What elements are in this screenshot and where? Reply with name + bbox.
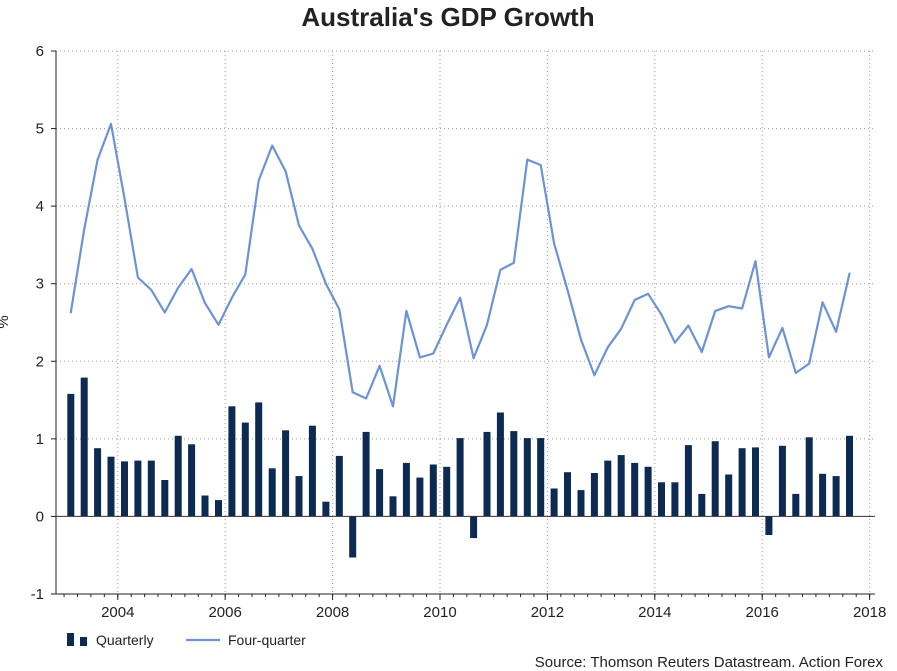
- legend-quarterly-swatch-1: [67, 633, 74, 646]
- legend-four-quarter-label: Four-quarter: [228, 632, 306, 648]
- bar-2003Q3: [67, 393, 75, 517]
- bar-2011Q1: [470, 516, 478, 539]
- bar-2008Q3: [335, 455, 343, 517]
- bar-2013Q1: [577, 490, 585, 517]
- bar-2014Q2: [644, 466, 652, 517]
- x-tick-label-4: 2012: [531, 604, 564, 621]
- y-tick-labels: -1 0 1 2 3 4 5 6: [31, 43, 44, 603]
- bar-2007Q4: [295, 476, 303, 517]
- x-tick-labels: 2004 2006 2008 2010 2012 2014 2016 2018: [101, 604, 886, 621]
- bar-2011Q4: [510, 431, 518, 517]
- y-tick-label-6: 5: [36, 121, 44, 138]
- legend: Quarterly Four-quarter: [67, 632, 306, 648]
- bar-2013Q3: [604, 460, 612, 517]
- x-tick-label-2: 2008: [316, 604, 349, 621]
- bar-2006Q1: [201, 495, 209, 517]
- x-tick-label-7: 2018: [853, 604, 886, 621]
- bar-2006Q3: [228, 406, 236, 517]
- y-axis-label: %: [0, 315, 12, 328]
- bar-2010Q1: [416, 477, 424, 517]
- bar-2016Q3: [765, 516, 773, 535]
- bar-2004Q1: [94, 448, 102, 517]
- y-tick-label-3: 2: [36, 353, 44, 370]
- x-tick-label-6: 2016: [746, 604, 779, 621]
- four-quarter-line: [69, 122, 851, 408]
- bar-2009Q1: [362, 431, 370, 517]
- y-tick-label-4: 3: [36, 276, 44, 293]
- source-note: Source: Thomson Reuters Datastream. Acti…: [535, 654, 884, 671]
- x-tick-label-0: 2004: [101, 604, 134, 621]
- bar-2015Q2: [698, 493, 706, 517]
- bar-2014Q1: [631, 462, 639, 517]
- legend-quarterly-label: Quarterly: [96, 632, 154, 648]
- bar-2017Q1: [792, 493, 800, 517]
- bar-2012Q2: [537, 438, 545, 517]
- bar-2009Q4: [402, 462, 410, 517]
- bar-2004Q4: [134, 460, 142, 517]
- y-tick-label-2: 1: [36, 431, 44, 448]
- bar-2007Q1: [255, 402, 263, 517]
- x-tick-label-1: 2006: [208, 604, 241, 621]
- bar-2005Q3: [174, 435, 182, 517]
- bar-2010Q2: [429, 464, 437, 517]
- bar-2003Q4: [80, 377, 88, 517]
- bar-2015Q3: [711, 441, 719, 517]
- bar-2005Q2: [161, 480, 169, 517]
- y-tick-label-7: 6: [36, 43, 44, 60]
- bar-2004Q3: [121, 461, 128, 517]
- bar-2016Q1: [738, 448, 746, 517]
- y-tick-label-1: 0: [36, 508, 44, 525]
- bar-2012Q1: [523, 438, 531, 517]
- bar-2006Q2: [215, 500, 222, 517]
- four-quarter-series: [69, 122, 851, 408]
- x-tick-label-5: 2014: [638, 604, 671, 621]
- bar-2005Q4: [188, 444, 196, 517]
- bar-2007Q2: [268, 468, 276, 517]
- bar-2017Q4: [832, 476, 840, 517]
- bar-2012Q3: [550, 488, 558, 517]
- quarterly-bars: [67, 377, 853, 558]
- bar-2006Q4: [241, 422, 249, 517]
- bar-2011Q3: [496, 412, 504, 517]
- bar-2009Q2: [376, 469, 384, 517]
- legend-quarterly-swatch-2: [80, 637, 87, 646]
- bar-2010Q4: [456, 438, 464, 517]
- bar-2008Q4: [349, 516, 357, 558]
- bar-2008Q1: [308, 425, 316, 517]
- y-tick-label-5: 4: [36, 198, 44, 215]
- bar-2016Q2: [752, 447, 759, 517]
- bar-2015Q1: [684, 445, 692, 517]
- bar-2013Q4: [617, 455, 625, 517]
- bar-2011Q2: [483, 431, 491, 517]
- bar-2010Q3: [443, 466, 451, 517]
- bar-2014Q4: [671, 482, 679, 517]
- x-tick-label-3: 2010: [423, 604, 456, 621]
- bar-2005Q1: [147, 460, 155, 517]
- axes: [51, 50, 875, 600]
- bar-2016Q4: [778, 445, 786, 517]
- bar-2013Q2: [590, 473, 598, 517]
- grid-lines: [56, 50, 875, 594]
- bar-2009Q3: [389, 496, 397, 517]
- bar-2014Q3: [658, 482, 665, 517]
- bar-2017Q2: [805, 437, 813, 517]
- y-tick-label-0: -1: [31, 586, 44, 603]
- bar-2007Q3: [282, 430, 290, 517]
- bar-2008Q2: [322, 501, 330, 517]
- bar-2012Q4: [564, 472, 571, 517]
- bar-2015Q4: [725, 474, 733, 517]
- chart-title: Australia's GDP Growth: [301, 2, 594, 32]
- bar-2018Q1: [846, 435, 853, 517]
- bar-2017Q3: [819, 473, 827, 517]
- bar-2004Q2: [107, 456, 115, 517]
